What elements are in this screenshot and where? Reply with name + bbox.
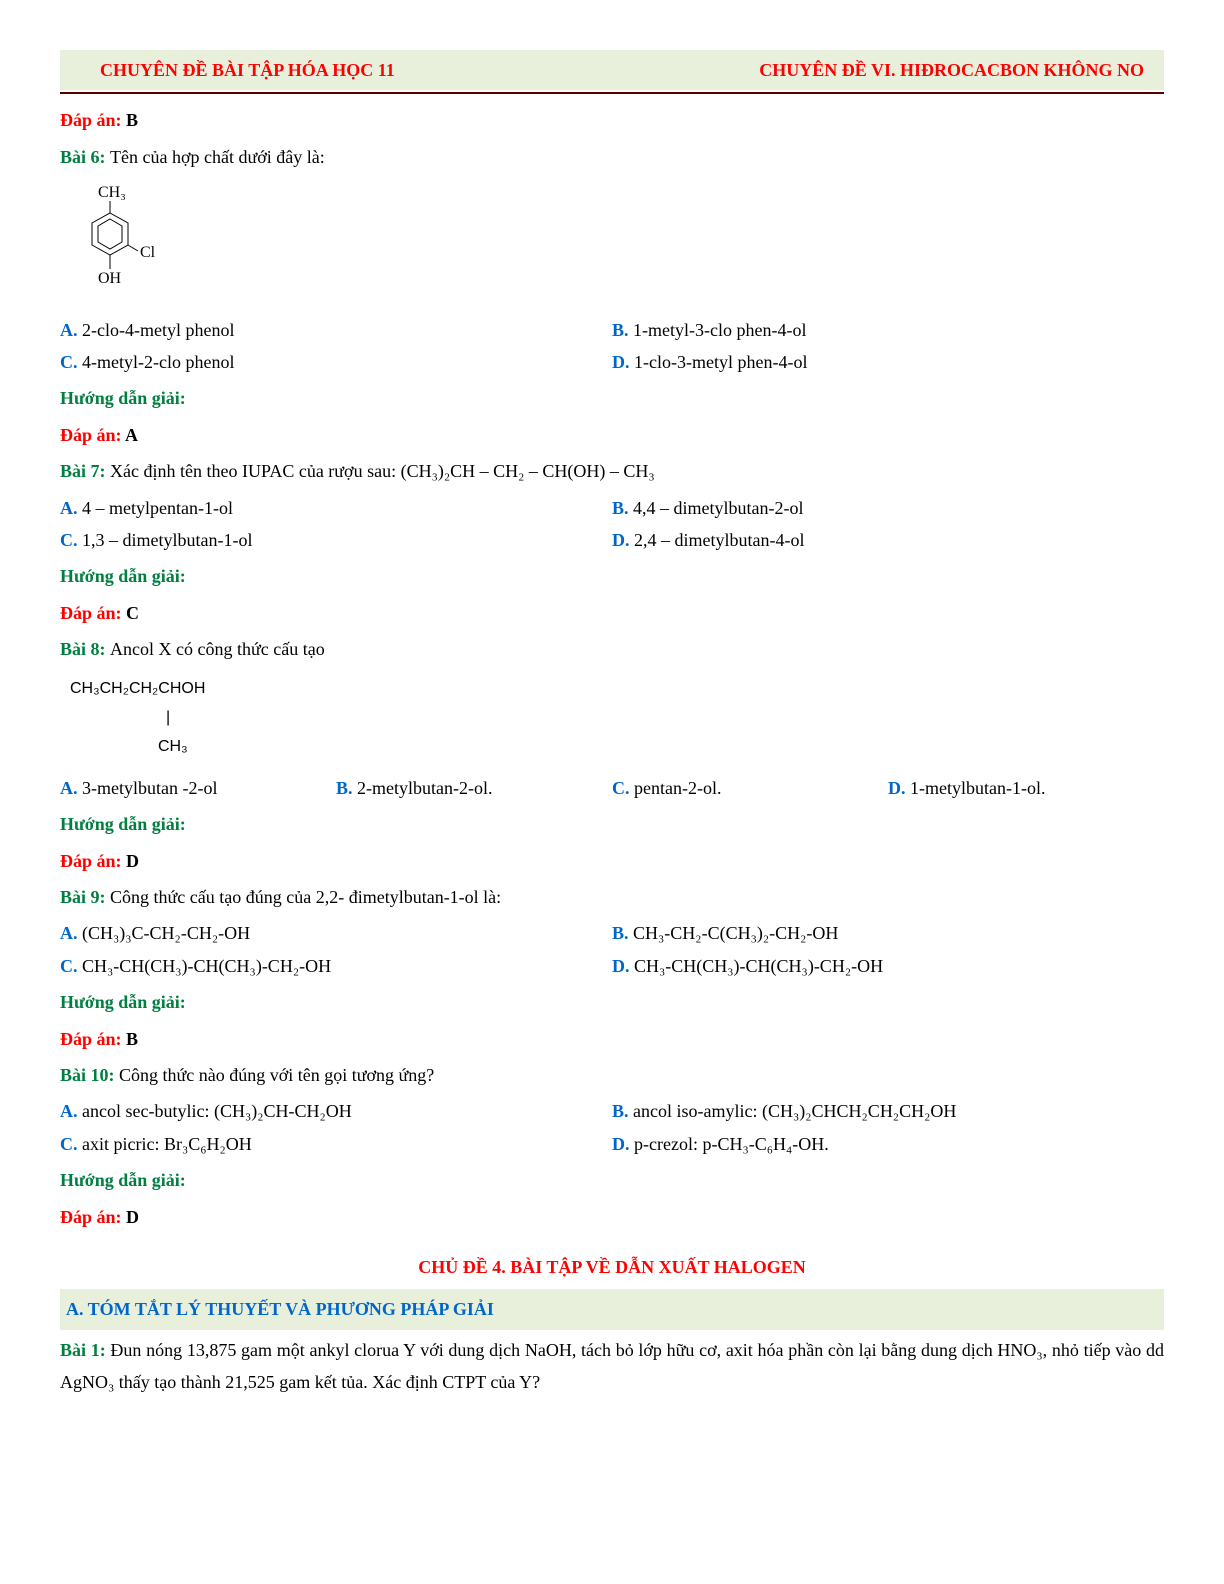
q9-answer: Đáp án: B — [60, 1023, 1164, 1055]
question-8: Bài 8: Ancol X có công thức cấu tạo — [60, 633, 1164, 665]
q6-options: A. 2-clo-4-metyl phenol B. 1-metyl-3-clo… — [60, 314, 1164, 379]
q10-options: A. ancol sec-butylic: (CH₃)₂CH-CH₂OH B. … — [60, 1095, 1164, 1160]
q7-guide: Hướng dẫn giải: — [60, 560, 1164, 592]
section-4-title: CHỦ ĐỀ 4. BÀI TẬP VỀ DẪN XUẤT HALOGEN — [60, 1251, 1164, 1283]
q8-options: A. 3-metylbutan -2-ol B. 2-metylbutan-2-… — [60, 772, 1164, 804]
q7-answer: Đáp án: C — [60, 597, 1164, 629]
q10-answer: Đáp án: D — [60, 1201, 1164, 1233]
benzene-icon: CH₃ Cl OH — [70, 183, 160, 293]
q6-guide: Hướng dẫn giải: — [60, 382, 1164, 414]
q8-guide: Hướng dẫn giải: — [60, 808, 1164, 840]
svg-text:CH₃: CH₃ — [98, 184, 126, 201]
q7-options: A. 4 – metylpentan-1-ol B. 4,4 – dimetyl… — [60, 492, 1164, 557]
header-divider — [60, 92, 1164, 94]
page-header: CHUYÊN ĐỀ BÀI TẬP HÓA HỌC 11 CHUYÊN ĐỀ V… — [60, 50, 1164, 90]
question-6: Bài 6: Tên của hợp chất dưới đây là: — [60, 141, 1164, 173]
question-7: Bài 7: Xác định tên theo IUPAC của rượu … — [60, 455, 1164, 487]
q6-answer: Đáp án: A — [60, 419, 1164, 451]
section-4-sub: A. TÓM TẮT LÝ THUYẾT VÀ PHƯƠNG PHÁP GIẢI — [60, 1289, 1164, 1329]
q8-structure: CH₃CH₂CH₂CHOH | CH₃ — [70, 675, 1164, 761]
question-10: Bài 10: Công thức nào đúng với tên gọi t… — [60, 1059, 1164, 1091]
q8-answer: Đáp án: D — [60, 845, 1164, 877]
header-right: CHUYÊN ĐỀ VI. HIĐROCACBON KHÔNG NO — [759, 54, 1164, 86]
q9-guide: Hướng dẫn giải: — [60, 986, 1164, 1018]
q10-guide: Hướng dẫn giải: — [60, 1164, 1164, 1196]
header-left: CHUYÊN ĐỀ BÀI TẬP HÓA HỌC 11 — [60, 54, 395, 86]
q9-options: A. (CH₃)₃C-CH₂-CH₂-OH B. CH₃-CH₂-C(CH₃)₂… — [60, 917, 1164, 982]
svg-text:OH: OH — [98, 270, 122, 287]
question-9: Bài 9: Công thức cấu tạo đúng của 2,2- đ… — [60, 881, 1164, 913]
svg-text:Cl: Cl — [140, 244, 156, 261]
q6-structure: CH₃ Cl OH — [70, 183, 1164, 303]
answer-5: Đáp án: B — [60, 104, 1164, 136]
s4-question-1: Bài 1: Đun nóng 13,875 gam một ankyl clo… — [60, 1334, 1164, 1399]
